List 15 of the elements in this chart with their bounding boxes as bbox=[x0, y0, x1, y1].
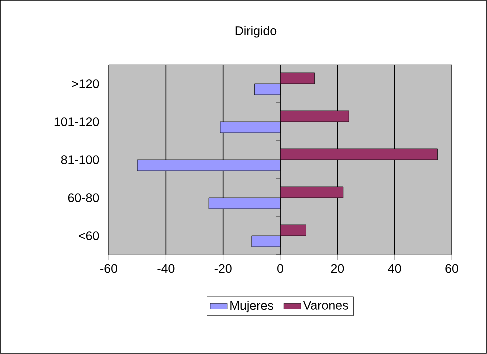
x-tick-label: -20 bbox=[214, 264, 232, 274]
x-tick-label: 20 bbox=[331, 264, 344, 274]
x-tick-label: -40 bbox=[158, 264, 175, 274]
y-tick-label: <60 bbox=[79, 232, 100, 240]
x-tick-label: -60 bbox=[100, 264, 118, 274]
legend-label: Mujeres bbox=[230, 300, 274, 313]
legend-label: Varones bbox=[303, 301, 348, 310]
chart-title: Dirigido bbox=[236, 26, 277, 38]
y-tick-label: 101-120 bbox=[54, 118, 100, 126]
x-tick-label: 60 bbox=[446, 264, 458, 274]
y-tick-label: >120 bbox=[72, 80, 100, 88]
x-tick-label: 40 bbox=[388, 264, 402, 274]
y-tick-label: 60-80 bbox=[68, 194, 100, 202]
y-tick-label: 81-100 bbox=[61, 156, 100, 164]
x-tick-label: 0 bbox=[278, 264, 284, 274]
